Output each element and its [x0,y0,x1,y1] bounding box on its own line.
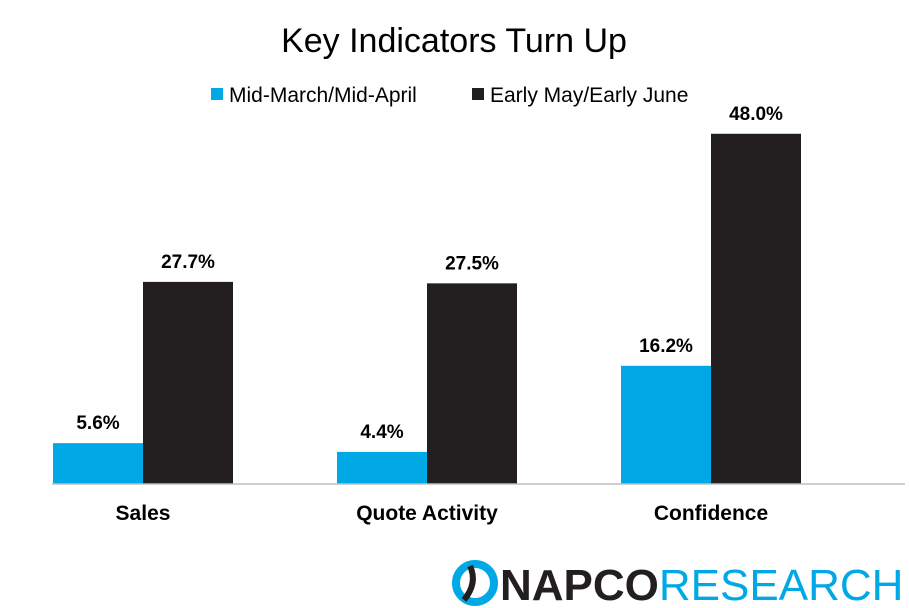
legend-label-series-1: Mid-March/Mid-April [229,84,417,107]
data-label-series-1-cat-3: 16.2% [639,336,693,357]
category-label-3: Confidence [654,502,768,525]
legend-swatch-series-2 [472,88,484,100]
legend-swatch-series-1 [211,88,223,100]
data-label-series-2-cat-3: 48.0% [729,104,783,125]
logo-text: NAPCORESEARCH [500,561,903,608]
data-label-series-2-cat-2: 27.5% [445,253,499,274]
bars [53,133,801,484]
bar-series-1-cat-1 [53,443,143,484]
legend: Mid-March/Mid-April Early May/Early June [211,84,688,107]
data-label-series-2-cat-1: 27.7% [161,252,215,273]
bar-series-2-cat-1 [143,281,233,484]
bar-series-2-cat-2 [427,283,517,484]
bar-series-1-cat-3 [621,365,711,484]
category-label-1: Sales [116,502,171,525]
category-labels: Sales Quote Activity Confidence [116,502,769,525]
bar-series-1-cat-2 [337,451,427,484]
data-label-series-1-cat-1: 5.6% [76,413,119,434]
napco-logo-mark [452,560,498,606]
logo-text-napco: NAPCO [500,561,659,608]
logo-text-research: RESEARCH [659,561,904,608]
bar-series-2-cat-3 [711,133,801,484]
napco-research-logo: NAPCORESEARCH [452,560,903,608]
data-label-series-1-cat-2: 4.4% [360,422,403,443]
legend-label-series-2: Early May/Early June [490,84,688,107]
chart-title: Key Indicators Turn Up [281,22,627,60]
data-labels: 5.6% 27.7% 4.4% 27.5% 16.2% 48.0% [76,104,783,443]
category-label-2: Quote Activity [356,502,498,525]
